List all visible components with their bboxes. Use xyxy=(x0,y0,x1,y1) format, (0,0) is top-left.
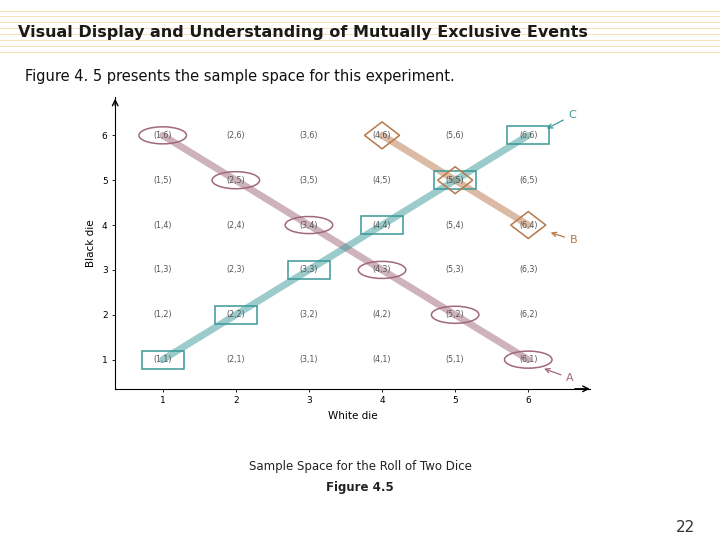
Text: (1,5): (1,5) xyxy=(153,176,172,185)
Text: (4,4): (4,4) xyxy=(373,220,391,230)
Text: Sample Space for the Roll of Two Dice: Sample Space for the Roll of Two Dice xyxy=(248,460,472,472)
Text: (4,5): (4,5) xyxy=(373,176,392,185)
Text: Figure 4.5: Figure 4.5 xyxy=(326,481,394,494)
Text: (2,2): (2,2) xyxy=(227,310,246,319)
Text: (6,5): (6,5) xyxy=(519,176,538,185)
Text: 22: 22 xyxy=(675,521,695,535)
Text: (4,2): (4,2) xyxy=(373,310,392,319)
Text: (1,4): (1,4) xyxy=(153,220,172,230)
Y-axis label: Black die: Black die xyxy=(86,219,96,267)
Text: (2,5): (2,5) xyxy=(227,176,246,185)
Text: (5,6): (5,6) xyxy=(446,131,464,140)
Text: (3,2): (3,2) xyxy=(300,310,318,319)
Text: Figure 4. 5 presents the sample space for this experiment.: Figure 4. 5 presents the sample space fo… xyxy=(25,69,455,84)
Text: (3,1): (3,1) xyxy=(300,355,318,364)
Text: (1,2): (1,2) xyxy=(153,310,172,319)
Text: B: B xyxy=(552,232,577,245)
Text: (6,3): (6,3) xyxy=(519,266,538,274)
Text: Visual Display and Understanding of Mutually Exclusive Events: Visual Display and Understanding of Mutu… xyxy=(18,25,588,39)
Text: C: C xyxy=(548,110,576,128)
Text: (5,1): (5,1) xyxy=(446,355,464,364)
Text: (2,6): (2,6) xyxy=(227,131,245,140)
Text: (2,4): (2,4) xyxy=(227,220,245,230)
Text: (1,1): (1,1) xyxy=(153,355,172,364)
Text: (5,5): (5,5) xyxy=(446,176,464,185)
Text: (5,2): (5,2) xyxy=(446,310,464,319)
Text: (6,4): (6,4) xyxy=(519,220,538,230)
Text: (1,6): (1,6) xyxy=(153,131,172,140)
Text: (4,1): (4,1) xyxy=(373,355,391,364)
X-axis label: White die: White die xyxy=(328,411,377,421)
Text: (6,6): (6,6) xyxy=(519,131,538,140)
Text: (3,3): (3,3) xyxy=(300,266,318,274)
Text: (3,4): (3,4) xyxy=(300,220,318,230)
Text: (6,2): (6,2) xyxy=(519,310,538,319)
Text: (5,4): (5,4) xyxy=(446,220,464,230)
Text: (2,1): (2,1) xyxy=(227,355,245,364)
Text: (1,3): (1,3) xyxy=(153,266,172,274)
Text: (5,3): (5,3) xyxy=(446,266,464,274)
Text: (3,5): (3,5) xyxy=(300,176,318,185)
Text: (4,3): (4,3) xyxy=(373,266,391,274)
Text: (4,6): (4,6) xyxy=(373,131,391,140)
Text: (6,1): (6,1) xyxy=(519,355,538,364)
Text: (2,3): (2,3) xyxy=(227,266,245,274)
Text: A: A xyxy=(545,369,574,383)
Text: (3,6): (3,6) xyxy=(300,131,318,140)
